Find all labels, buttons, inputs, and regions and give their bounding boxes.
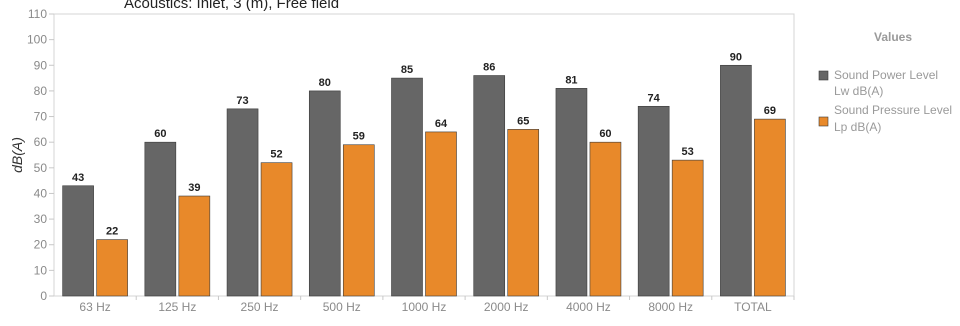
data-label: 80 <box>319 77 331 89</box>
x-tick-label: 1000 Hz <box>402 300 447 314</box>
bar-sound-pressure[interactable] <box>507 129 540 297</box>
y-tick-label: 20 <box>34 238 48 252</box>
bar-sound-pressure[interactable] <box>589 141 622 297</box>
x-tick-label: 8000 Hz <box>648 300 693 314</box>
bars-group: 43 22 60 39 73 52 80 59 85 64 86 65 81 60 74 53 90 69 <box>62 51 786 297</box>
y-tick-label: 10 <box>34 263 48 277</box>
data-label: 60 <box>154 128 166 140</box>
data-label: 43 <box>72 172 84 184</box>
legend-label-unit: Lp dB(A) <box>834 120 881 134</box>
data-label: 22 <box>106 226 118 238</box>
legend-label-unit: Lw dB(A) <box>834 84 883 98</box>
legend-label: Sound Pressure Level <box>834 103 952 117</box>
data-label: 90 <box>730 51 742 63</box>
legend-title: Values <box>874 30 912 44</box>
y-tick-label: 60 <box>34 135 48 149</box>
x-tick-label: TOTAL <box>734 300 772 314</box>
x-tick-label: 4000 Hz <box>566 300 611 314</box>
y-tick-label: 110 <box>28 7 47 21</box>
bar-sound-power[interactable] <box>391 77 423 297</box>
bar-sound-pressure[interactable] <box>425 131 457 297</box>
data-label: 59 <box>353 131 365 143</box>
chart-title: Acoustics: Inlet, 3 (m), Free field <box>124 0 339 12</box>
x-axis: 63 Hz 125 Hz 250 Hz 500 Hz 1000 Hz 2000 Hz 400… <box>79 296 795 314</box>
y-tick-label: 30 <box>34 212 48 226</box>
bar-sound-power[interactable] <box>555 88 588 297</box>
data-label: 81 <box>565 74 577 86</box>
data-label: 53 <box>682 146 694 158</box>
y-tick-label: 70 <box>34 110 48 124</box>
data-label: 39 <box>188 182 200 194</box>
y-tick-label: 90 <box>34 58 48 72</box>
bar-sound-pressure[interactable] <box>96 239 128 297</box>
bar-sound-power[interactable] <box>720 64 752 297</box>
legend: Values Sound Power Level Lw dB(A) Sound Pr… <box>818 30 952 134</box>
y-tick-label: 100 <box>27 33 47 47</box>
data-label: 74 <box>648 92 661 104</box>
bar-sound-power[interactable] <box>308 90 341 297</box>
plot-area <box>53 13 795 297</box>
bar-sound-power[interactable] <box>473 75 506 297</box>
data-label: 60 <box>599 128 611 140</box>
data-label: 69 <box>764 105 776 117</box>
legend-swatch <box>818 70 829 81</box>
bar-sound-pressure[interactable] <box>671 159 704 297</box>
bar-sound-power[interactable] <box>144 141 177 297</box>
x-tick-label: 2000 Hz <box>484 300 529 314</box>
data-label: 85 <box>401 64 413 76</box>
y-tick-label: 0 <box>40 289 47 303</box>
bar-sound-pressure[interactable] <box>178 195 211 297</box>
bar-sound-pressure[interactable] <box>754 118 786 297</box>
x-tick-label: 125 Hz <box>158 300 196 314</box>
bar-sound-power[interactable] <box>637 105 670 297</box>
data-label: 64 <box>435 118 448 130</box>
bar-sound-pressure[interactable] <box>342 144 375 297</box>
data-label: 86 <box>483 62 495 74</box>
bar-sound-pressure[interactable] <box>260 162 293 297</box>
y-axis-label: dB(A) <box>9 137 25 173</box>
y-tick-label: 80 <box>34 84 48 98</box>
bar-sound-power[interactable] <box>62 185 94 297</box>
y-tick-label: 40 <box>34 186 48 200</box>
x-tick-label: 63 Hz <box>79 300 110 314</box>
x-tick-label: 500 Hz <box>323 300 361 314</box>
legend-swatch <box>818 116 829 127</box>
legend-label: Sound Power Level <box>834 68 938 82</box>
data-label: 73 <box>236 95 248 107</box>
bar-sound-power[interactable] <box>226 108 259 297</box>
x-tick-label: 250 Hz <box>241 300 279 314</box>
data-label: 52 <box>270 149 282 161</box>
y-axis: 0 10 20 30 40 50 60 70 80 90 100 110 <box>27 7 54 303</box>
data-label: 65 <box>517 115 529 127</box>
y-tick-label: 50 <box>34 161 48 175</box>
